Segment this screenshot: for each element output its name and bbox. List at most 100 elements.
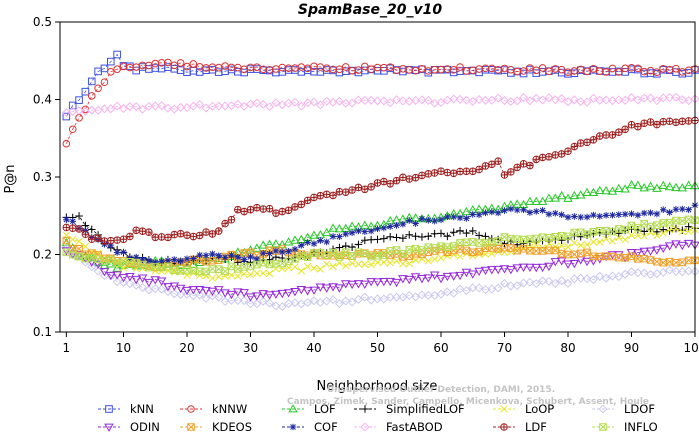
- legend-marker: [361, 405, 369, 413]
- point-cof: [323, 238, 330, 246]
- point-ldf: [310, 193, 318, 202]
- point-odin: [531, 263, 542, 273]
- point-ldof: [226, 295, 236, 305]
- point-simplifiedlof: [468, 227, 477, 235]
- point-ldf: [507, 168, 515, 176]
- legend-marker: [360, 422, 370, 432]
- point-ldf: [164, 233, 172, 242]
- point-inflo: [335, 252, 344, 261]
- point-kdeos: [513, 246, 521, 255]
- point-loop: [329, 262, 337, 271]
- point-loop: [303, 262, 312, 271]
- point-cof: [386, 223, 394, 230]
- point-ldof: [588, 275, 598, 285]
- point-ldof: [309, 296, 319, 306]
- point-cof: [437, 216, 445, 224]
- legend-label: KDEOS: [212, 420, 252, 434]
- point-cof: [494, 209, 502, 217]
- point-cof: [602, 212, 610, 219]
- point-ldf: [380, 177, 388, 186]
- point-loop: [265, 269, 274, 278]
- point-fastabod: [461, 95, 471, 105]
- point-loop: [627, 231, 636, 239]
- point-inflo: [145, 263, 153, 272]
- point-loop: [69, 235, 77, 244]
- point-ldf: [500, 171, 509, 179]
- point-cof: [526, 209, 534, 216]
- point-fastabod: [417, 95, 427, 105]
- point-lof: [582, 187, 592, 197]
- point-odin: [493, 265, 503, 275]
- point-odin: [226, 290, 237, 300]
- point-cof: [253, 255, 261, 263]
- point-knnw: [386, 63, 395, 71]
- point-ldf: [253, 203, 261, 212]
- point-ldf: [202, 228, 210, 236]
- point-loop: [119, 264, 128, 272]
- point-knnw: [557, 65, 566, 74]
- point-loop: [240, 270, 248, 278]
- point-cof: [425, 216, 432, 224]
- legend-marker: [599, 423, 607, 431]
- point-cof: [158, 257, 165, 265]
- point-cof: [558, 211, 565, 218]
- point-inflo: [291, 255, 299, 263]
- point-knnw: [538, 64, 547, 72]
- point-ldf: [138, 227, 147, 235]
- point-fastabod: [671, 92, 681, 102]
- point-knnw: [354, 66, 363, 74]
- point-ldof: [201, 293, 211, 303]
- point-ldof: [245, 299, 256, 309]
- point-ldof: [138, 282, 148, 292]
- point-fastabod: [474, 95, 484, 105]
- point-simplifiedlof: [399, 234, 407, 243]
- point-ldf: [234, 205, 242, 214]
- point-lof: [614, 183, 624, 193]
- point-cof: [285, 247, 292, 255]
- point-simplifiedlof: [653, 228, 661, 236]
- point-inflo: [284, 257, 293, 266]
- point-ldf: [214, 227, 223, 235]
- point-odin: [461, 268, 472, 278]
- point-odin: [353, 280, 364, 289]
- point-knnw: [176, 59, 185, 67]
- point-ldf: [94, 234, 102, 242]
- point-ldf: [62, 223, 71, 232]
- point-cof: [621, 210, 629, 218]
- point-odin: [410, 273, 421, 282]
- point-loop: [456, 252, 464, 261]
- point-loop: [596, 238, 604, 246]
- point-ldf: [113, 236, 121, 244]
- point-ldf: [386, 180, 395, 188]
- point-loop: [380, 258, 388, 266]
- point-odin: [417, 275, 427, 284]
- point-cof: [151, 259, 159, 266]
- point-ldf: [189, 232, 198, 241]
- point-knnw: [62, 139, 71, 148]
- point-fastabod: [252, 98, 262, 108]
- point-loop: [215, 273, 223, 281]
- point-odin: [163, 283, 173, 292]
- point-ldf: [678, 117, 687, 126]
- point-ldf: [602, 131, 610, 139]
- point-odin: [302, 287, 313, 296]
- point-cof: [418, 215, 426, 223]
- point-ldof: [512, 281, 522, 291]
- point-odin: [385, 277, 395, 287]
- point-inflo: [526, 235, 534, 243]
- point-odin: [334, 284, 345, 293]
- point-knnw: [634, 64, 642, 73]
- point-lof: [575, 190, 586, 199]
- point-inflo: [367, 252, 375, 261]
- point-loop: [678, 228, 686, 236]
- point-inflo: [386, 247, 394, 255]
- point-cof: [272, 247, 280, 255]
- point-loop: [557, 242, 566, 250]
- point-odin: [379, 277, 389, 287]
- point-lof: [664, 181, 675, 191]
- point-ldf: [488, 160, 496, 169]
- point-cof: [69, 218, 76, 225]
- point-odin: [245, 293, 256, 302]
- point-odin: [239, 289, 249, 298]
- point-odin: [556, 257, 567, 266]
